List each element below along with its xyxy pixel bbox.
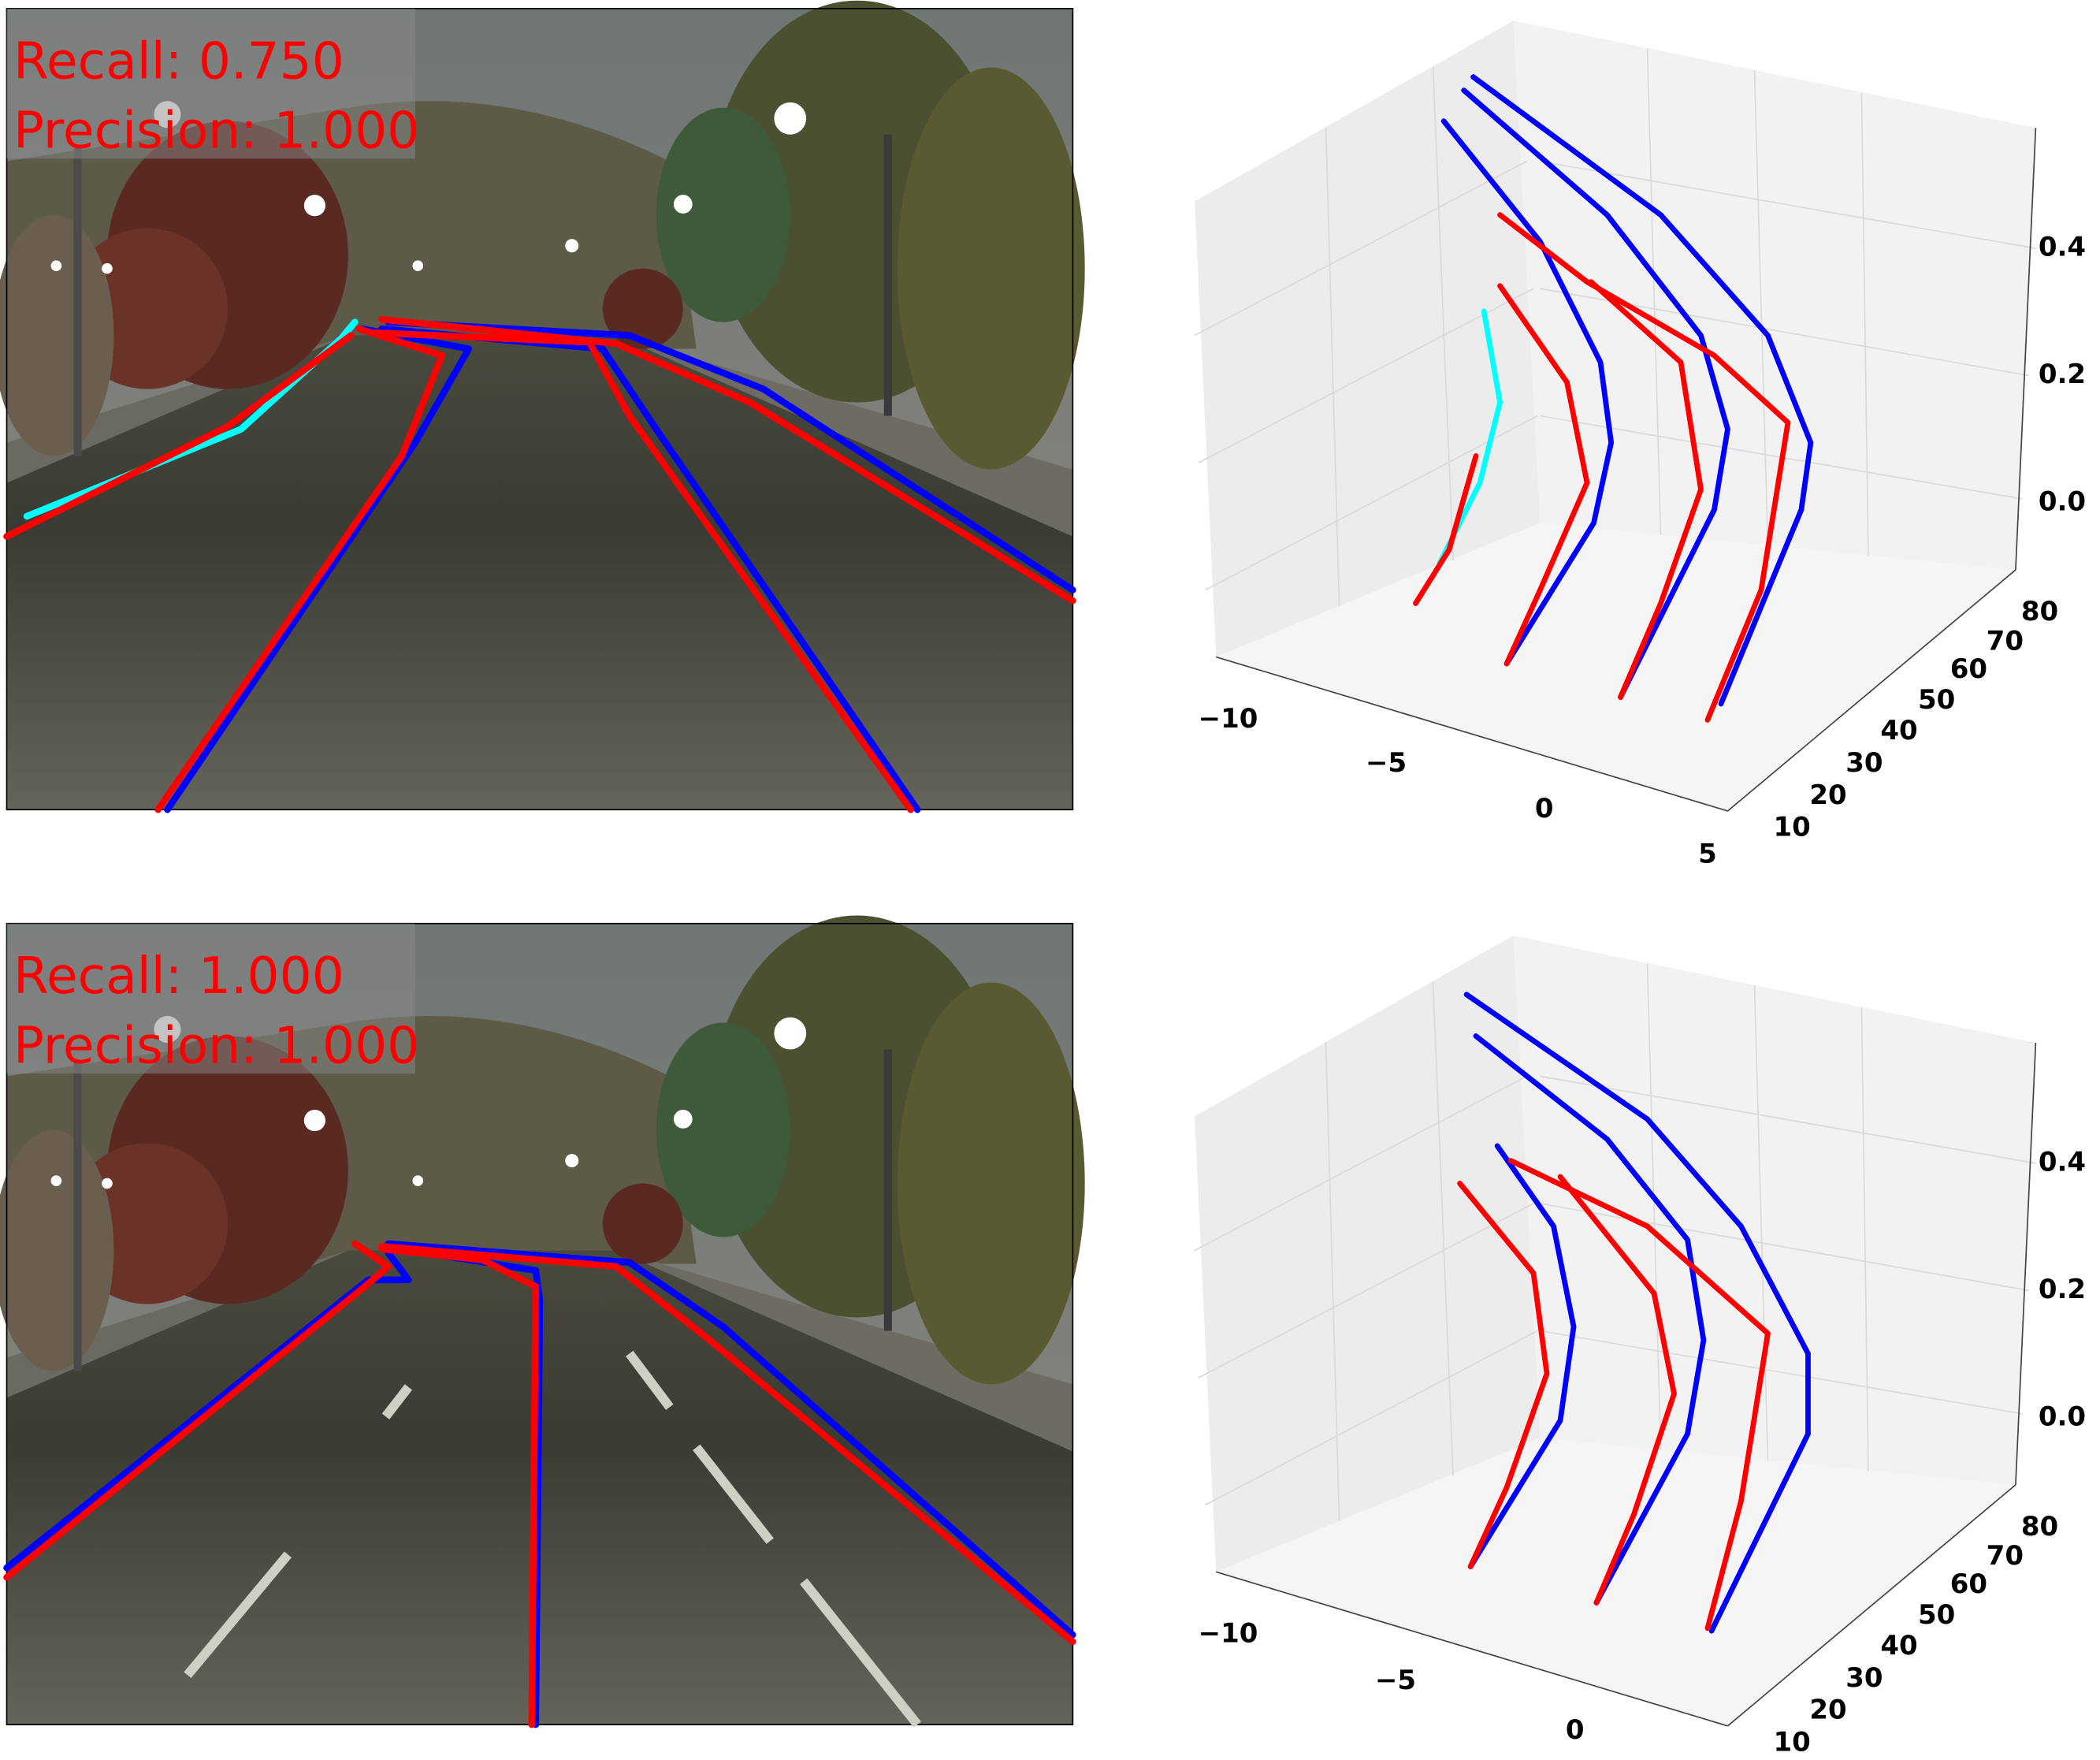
curve-red	[1497, 212, 1791, 723]
lane-red	[3, 1240, 392, 1581]
z-tick-label: 0.4	[2039, 1146, 2086, 1178]
plot-3d-curves	[1413, 74, 1814, 723]
lane-overlay	[3, 315, 1076, 813]
y-tick-label: 80	[2021, 596, 2058, 627]
plot-3d-box	[1194, 935, 2037, 1727]
lane-red	[3, 332, 355, 540]
y-tick-label: 10	[1773, 812, 1810, 843]
curve-blue	[1440, 118, 1615, 667]
curve-red	[1457, 1181, 1550, 1569]
x-tick-label: −10	[1199, 703, 1258, 735]
y-tick-label: 20	[1809, 1695, 1846, 1726]
plot-3d-box	[1194, 20, 2037, 812]
y-tick-label: 50	[1918, 1599, 1955, 1631]
lane-red	[378, 1243, 1076, 1645]
z-tick-label: 0.4	[2039, 232, 2086, 263]
y-tick-label: 60	[1950, 1568, 1987, 1600]
y-tick-label: 40	[1880, 1630, 1917, 1661]
x-tick-label: −10	[1199, 1618, 1258, 1650]
y-tick-label: 40	[1880, 715, 1917, 746]
metric-backdrop	[6, 923, 415, 1074]
lane-red	[154, 325, 446, 813]
plot-3d-ticks: −10 −5 0 10 20 30 40 50 60 70 80 0.0 0.2…	[1199, 1146, 2086, 1758]
x-tick-label: −5	[1375, 1665, 1416, 1696]
lane-blue	[385, 318, 1076, 593]
precision-label: Precision: 1.000	[13, 1016, 419, 1075]
curve-cyan	[1437, 308, 1503, 566]
curve-blue	[1467, 1143, 1577, 1569]
lane-red	[371, 329, 914, 813]
y-tick-label: 30	[1845, 1662, 1883, 1694]
y-tick-label: 70	[1987, 1540, 2024, 1572]
lane-blue	[385, 1240, 1076, 1639]
curve-red	[1507, 1158, 1771, 1632]
y-tick-label: 10	[1773, 1726, 1810, 1758]
curve-red	[1413, 453, 1479, 606]
lane-dashes	[184, 1350, 921, 1728]
curve-blue	[1470, 74, 1814, 707]
y-tick-label: 80	[2021, 1511, 2058, 1542]
panel-2: Recall: 1.000 Precision: 1.000 −10 −5 0 …	[0, 914, 2086, 1758]
y-tick-label: 20	[1809, 780, 1846, 811]
lane-blue	[164, 325, 473, 813]
lane-blue	[3, 1249, 412, 1572]
y-tick-label: 50	[1918, 684, 1955, 716]
plot-3d-ticks: −10 −5 0 5 10 20 30 40 50 60 70 80 0.0 0…	[1199, 232, 2086, 870]
curve-red	[1557, 1174, 1677, 1606]
curve-blue	[1473, 1033, 1707, 1606]
plot-3d-curves	[1457, 992, 1811, 1634]
lane-overlay	[3, 1240, 1076, 1728]
recall-label: Recall: 1.000	[13, 947, 344, 1006]
metric-backdrop	[6, 8, 415, 159]
x-tick-label: 5	[1698, 839, 1717, 870]
x-tick-label: 0	[1535, 793, 1554, 824]
z-tick-label: 0.2	[2039, 359, 2086, 390]
y-tick-label: 60	[1950, 653, 1987, 685]
z-tick-label: 0.0	[2039, 486, 2086, 518]
curve-red	[1497, 283, 1590, 667]
z-tick-label: 0.0	[2039, 1401, 2086, 1432]
curve-blue	[1461, 87, 1730, 700]
lane-red	[378, 315, 1076, 605]
curve-blue	[1463, 992, 1811, 1634]
y-tick-label: 30	[1845, 747, 1883, 779]
x-tick-label: −5	[1366, 747, 1407, 779]
precision-label: Precision: 1.000	[13, 102, 419, 161]
recall-label: Recall: 0.750	[13, 32, 344, 91]
x-tick-label: 0	[1566, 1714, 1585, 1746]
panel-1: Recall: 0.750 Precision: 1.000 −10 −5	[0, 0, 2086, 870]
z-tick-label: 0.2	[2039, 1274, 2086, 1305]
y-tick-label: 70	[1987, 625, 2024, 657]
curve-red	[1588, 279, 1704, 700]
lane-red	[378, 1245, 540, 1728]
